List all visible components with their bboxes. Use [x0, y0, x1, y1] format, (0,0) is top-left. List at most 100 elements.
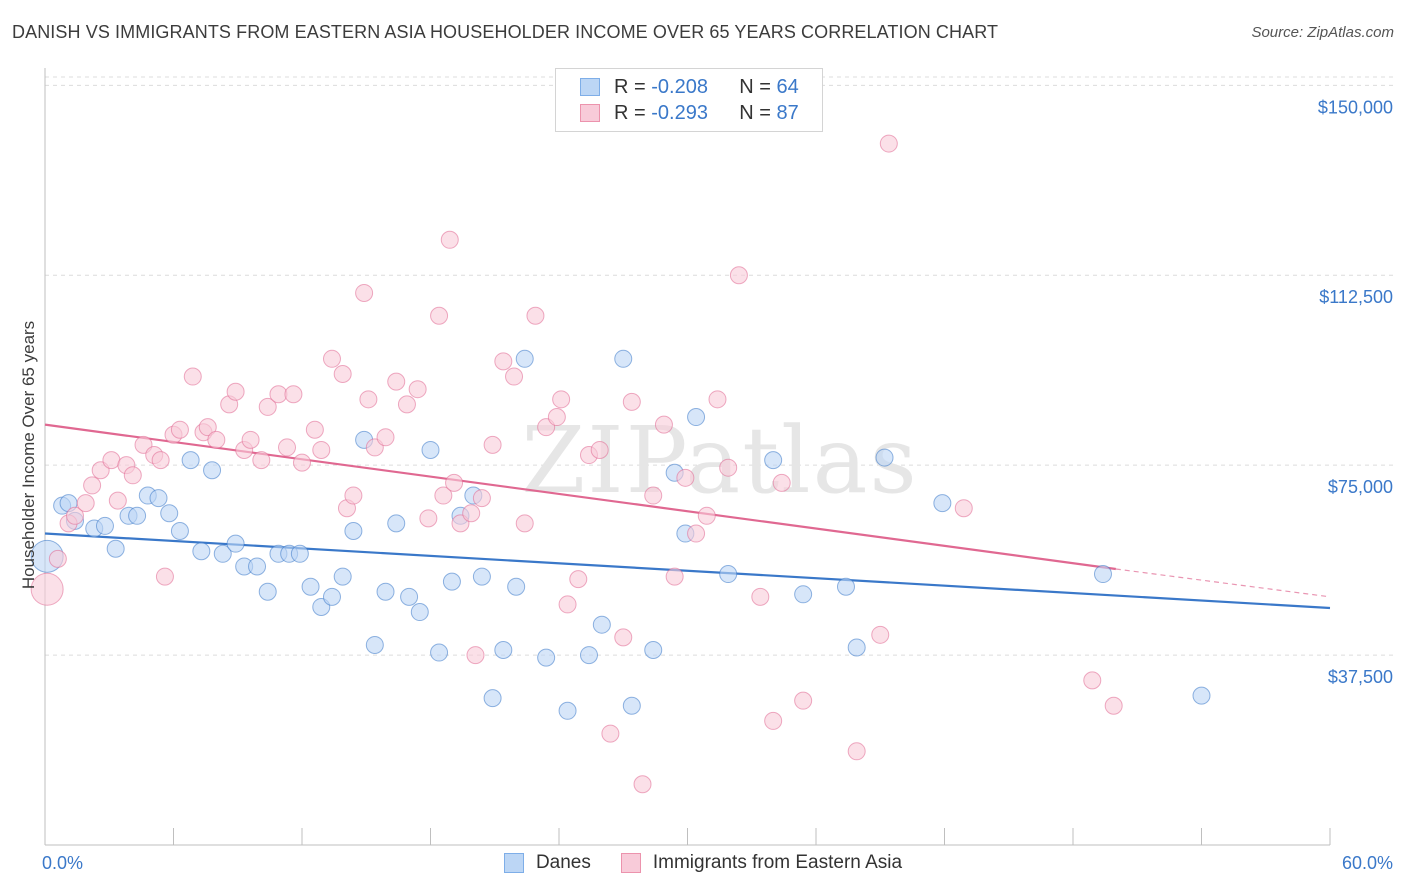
legend-label-danes: Danes: [535, 852, 591, 873]
point-immigrants: [284, 385, 303, 404]
point-danes: [558, 701, 577, 720]
series-legend: Danes Immigrants from Eastern Asia: [0, 852, 1406, 874]
point-immigrants: [305, 420, 324, 439]
y-tick-label: $75,000: [1328, 477, 1393, 497]
point-immigrants: [601, 724, 620, 743]
data-points: [30, 134, 1211, 794]
trend-line-danes: [44, 532, 1331, 610]
point-immigrants: [397, 395, 416, 414]
point-danes: [579, 646, 598, 665]
legend-swatch-danes: [503, 853, 524, 873]
legend-r-value: -0.208: [651, 75, 708, 98]
point-immigrants: [494, 352, 513, 371]
point-immigrants: [472, 489, 491, 508]
point-immigrants: [697, 506, 716, 525]
point-immigrants: [48, 549, 67, 568]
point-immigrants: [269, 385, 288, 404]
point-immigrants: [847, 742, 866, 761]
point-danes: [226, 534, 245, 553]
point-danes: [301, 577, 320, 596]
point-immigrants: [30, 572, 64, 606]
point-immigrants: [558, 595, 577, 614]
point-danes: [160, 504, 179, 523]
point-danes: [687, 408, 706, 427]
point-immigrants: [359, 390, 378, 409]
point-immigrants: [644, 486, 663, 505]
point-danes: [365, 635, 384, 654]
point-immigrants: [794, 691, 813, 710]
point-immigrants: [102, 451, 121, 470]
point-danes: [258, 582, 277, 601]
point-danes: [290, 544, 309, 563]
correlation-legend: R = -0.208 N = 64 R = -0.293 N = 87: [555, 68, 823, 132]
y-tick-label: $37,500: [1328, 667, 1393, 687]
point-danes: [614, 349, 633, 368]
point-danes: [1192, 686, 1211, 705]
trend-line-extension-immigrants: [1115, 568, 1331, 598]
point-danes: [248, 557, 267, 576]
point-immigrants: [151, 451, 170, 470]
point-danes: [847, 638, 866, 657]
point-immigrants: [108, 491, 127, 510]
point-immigrants: [434, 486, 453, 505]
point-danes: [376, 582, 395, 601]
point-immigrants: [483, 435, 502, 454]
point-immigrants: [155, 567, 174, 586]
legend-n-label: N =: [739, 101, 771, 124]
point-immigrants: [772, 473, 791, 492]
point-danes: [592, 615, 611, 634]
point-danes: [106, 539, 125, 558]
point-immigrants: [355, 283, 374, 302]
point-immigrants: [170, 420, 189, 439]
point-immigrants: [633, 775, 652, 794]
point-danes: [764, 451, 783, 470]
point-immigrants: [83, 476, 102, 495]
point-immigrants: [871, 625, 890, 644]
source-label: Source: ZipAtlas.com: [1251, 24, 1394, 41]
legend-r-label: R =: [614, 75, 646, 98]
point-immigrants: [515, 514, 534, 533]
legend-item-immigrants: Immigrants from Eastern Asia: [620, 852, 902, 874]
point-danes: [442, 572, 461, 591]
point-immigrants: [764, 711, 783, 730]
point-danes: [794, 585, 813, 604]
point-danes: [472, 567, 491, 586]
point-danes: [537, 648, 556, 667]
point-immigrants: [751, 587, 770, 606]
point-immigrants: [198, 418, 217, 437]
x-tick-label: 0.0%: [42, 853, 83, 873]
point-danes: [203, 461, 222, 480]
legend-r-value: -0.293: [651, 101, 708, 124]
point-danes: [344, 522, 363, 540]
point-danes: [515, 349, 534, 368]
point-danes: [149, 489, 168, 508]
point-immigrants: [333, 365, 352, 383]
legend-swatch-immigrants: [620, 853, 641, 873]
point-danes: [192, 542, 211, 561]
point-immigrants: [226, 382, 245, 401]
point-immigrants: [622, 392, 641, 411]
point-immigrants: [445, 473, 464, 492]
point-immigrants: [344, 486, 363, 505]
legend-r-label: R =: [614, 101, 646, 124]
point-danes: [410, 603, 429, 622]
point-danes: [494, 641, 513, 660]
legend-swatch-immigrants: [580, 104, 600, 122]
point-immigrants: [462, 504, 481, 523]
legend-item-danes: Danes: [503, 852, 591, 874]
point-danes: [333, 567, 352, 586]
point-danes: [213, 544, 232, 563]
point-immigrants: [590, 440, 609, 459]
chart-title: DANISH VS IMMIGRANTS FROM EASTERN ASIA H…: [12, 22, 999, 42]
point-immigrants: [430, 306, 449, 325]
point-immigrants: [676, 468, 695, 487]
point-immigrants: [123, 466, 142, 485]
point-immigrants: [687, 524, 706, 543]
point-immigrants: [614, 628, 633, 647]
axes: [44, 68, 1331, 846]
point-danes: [170, 522, 189, 540]
point-immigrants: [207, 430, 226, 449]
point-danes: [483, 689, 502, 708]
point-immigrants: [312, 440, 331, 459]
